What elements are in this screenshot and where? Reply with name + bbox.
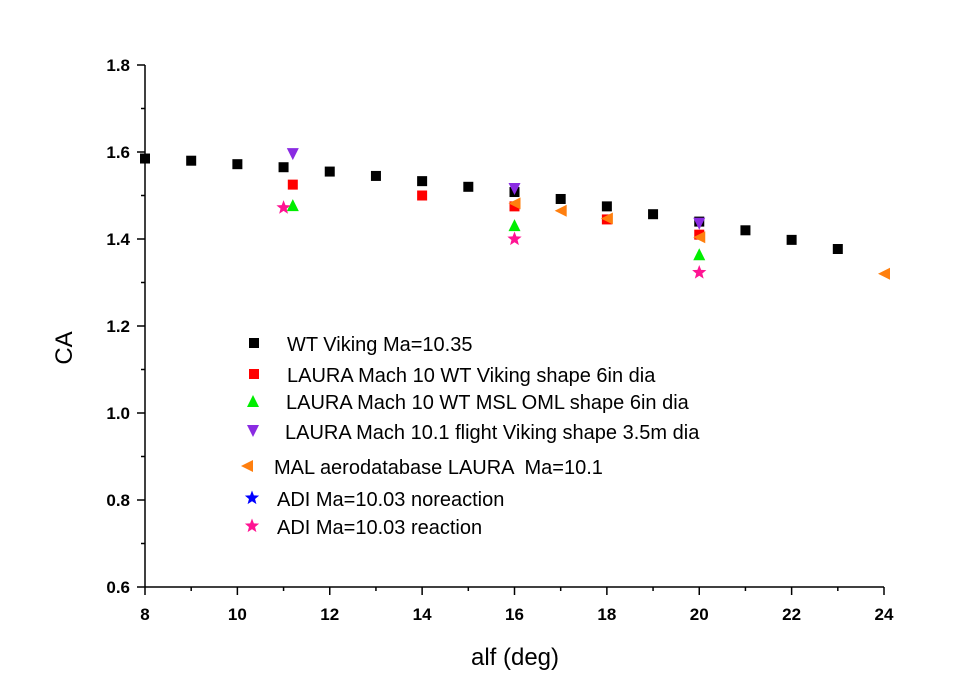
axes: 8 10 12 14 16 18 20 22 24 0.6 0.8 1.0 1.2 1.4 1.6 1.8 [106,56,894,624]
y-tick-label: 1.2 [106,317,130,336]
data-point-series-2 [509,201,520,212]
y-tick-label: 1.6 [106,143,130,162]
legend-label-2: LAURA Mach 10 WT Viking shape 6in dia [287,365,656,387]
legend-marker-7 [244,518,260,533]
x-tick-label: 12 [320,605,339,624]
data-point-series-1 [140,153,150,164]
legend-marker-2 [249,369,259,379]
data-point-series-3 [693,248,706,261]
legend-label-6: ADI Ma=10.03 noreaction [277,489,504,511]
data-point-series-2 [287,179,298,190]
data-point-series-1 [786,234,797,245]
legend-marker-4 [247,425,259,437]
data-point-series-3 [286,199,299,212]
legend-label-3: LAURA Mach 10 WT MSL OML shape 6in dia [286,392,690,414]
data-point-series-1 [648,209,659,220]
y-tick-label: 1.0 [106,404,130,423]
data-point-series-1 [232,159,243,170]
y-tick-label: 1.4 [106,230,130,249]
data-point-series-1 [278,162,289,173]
legend-label-1: WT Viking Ma=10.35 [287,334,472,356]
legend-marker-3 [247,395,259,407]
data-points [140,148,890,280]
y-tick-label: 0.8 [106,491,130,510]
data-point-series-1 [740,225,751,236]
data-point-series-1 [186,155,197,166]
y-tick-label: 0.6 [106,578,130,597]
x-tick-label: 16 [505,605,524,624]
x-tick-label: 14 [413,605,432,624]
x-tick-label: 18 [597,605,616,624]
data-point-series-7 [692,264,707,279]
x-tick-label: 24 [875,605,894,624]
data-point-series-4 [693,217,706,230]
data-point-series-5 [600,212,613,225]
data-point-series-1 [324,166,335,177]
x-tick-label: 20 [690,605,709,624]
data-point-series-5 [693,231,706,244]
data-point-series-3 [508,219,521,232]
data-point-series-1 [555,193,566,204]
legend-marker-1 [249,338,259,348]
legend-label-5: MAL aerodatabase LAURA Ma=10.1 [274,457,603,479]
data-point-series-1 [463,181,474,192]
data-point-series-5 [508,197,521,210]
x-tick-label: 8 [140,605,149,624]
legend-marker-5 [241,460,253,472]
legend: WT Viking Ma=10.35 LAURA Mach 10 WT Vikin… [241,334,700,539]
data-point-series-1 [832,244,843,255]
data-point-series-7 [507,231,522,246]
legend-marker-6 [244,490,260,505]
y-tick-label: 1.8 [106,56,130,75]
data-point-series-5 [554,204,567,217]
legend-label-7: ADI Ma=10.03 reaction [277,517,482,539]
x-axis-label: alf (deg) [471,644,559,671]
legend-label-4: LAURA Mach 10.1 flight Viking shape 3.5m… [285,422,700,444]
data-point-series-7 [276,200,291,214]
data-point-series-4 [508,182,521,195]
data-point-series-1 [370,170,381,181]
x-tick-label: 22 [782,605,801,624]
data-point-series-4 [286,148,299,161]
x-tick-label: 10 [228,605,247,624]
data-point-series-2 [417,190,428,201]
data-point-series-1 [601,201,612,212]
y-axis-label: CA [51,331,78,364]
data-point-series-1 [417,176,428,187]
data-point-series-5 [878,267,890,280]
